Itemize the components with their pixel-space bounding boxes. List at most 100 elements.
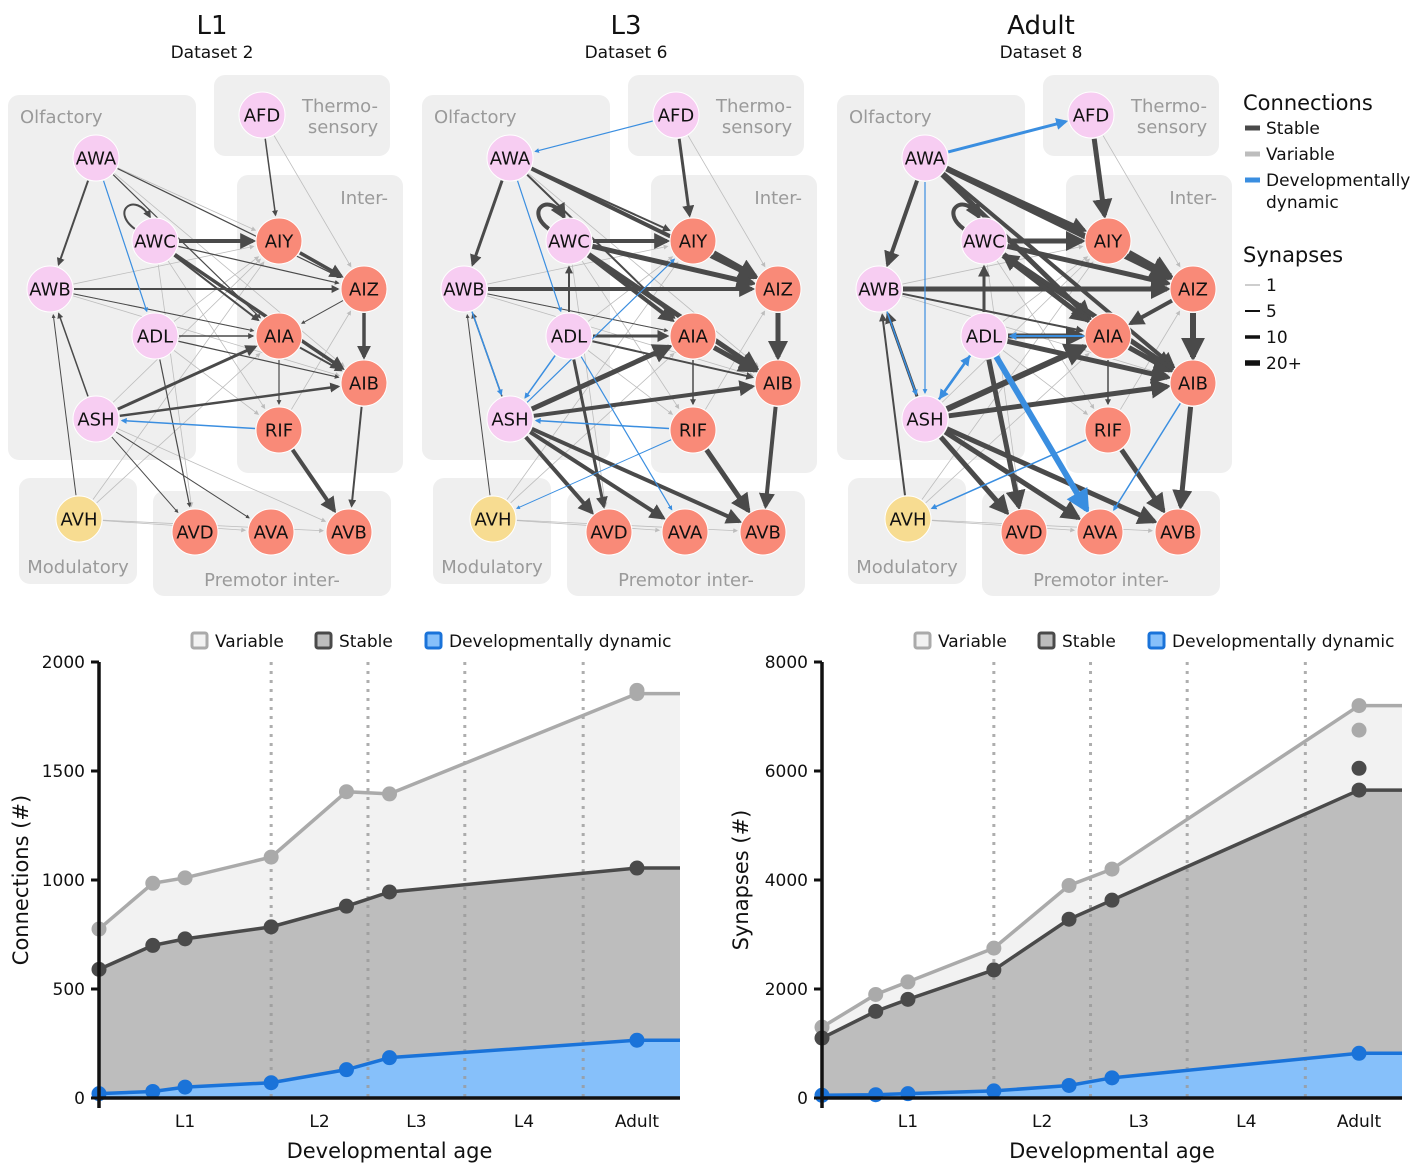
node-label-avh: AVH: [474, 510, 511, 531]
node-awb: [440, 265, 488, 313]
edge-awc-self-loop: [536, 201, 566, 231]
edge-avh-aia: [925, 352, 1090, 504]
edge-adl-ava: [993, 355, 1090, 514]
nodes: AFD AWA AWC AWB ADL ASH AVH AIY AIZ AIA AIB RIF AVD A…: [855, 91, 1217, 556]
y-tick-label: 2000: [42, 653, 85, 673]
node-awc: [545, 217, 593, 265]
node-label-rif: RIF: [1094, 421, 1122, 442]
point-developmentally-dynamic: [1061, 1077, 1077, 1093]
edge-awa-aiy: [531, 167, 671, 232]
node-label-avb: AVB: [331, 523, 367, 544]
node-label-aib: AIB: [1178, 374, 1208, 395]
x-tick-label: Adult: [1337, 1112, 1382, 1132]
node-ava: [247, 508, 295, 556]
node-label-afd: AFD: [658, 106, 695, 127]
panel-title: L3: [610, 11, 641, 41]
x-tick-label: L2: [1032, 1112, 1052, 1132]
x-tick-label: Adult: [615, 1112, 660, 1132]
y-tick-label: 4000: [765, 871, 808, 891]
y-tick-label: 6000: [765, 762, 808, 782]
edge-afd-aiy: [1091, 138, 1113, 220]
node-ava: [1076, 508, 1124, 556]
point-developmentally-dynamic: [382, 1050, 397, 1066]
edge-ash-ava: [943, 429, 1082, 521]
node-label-aiz: AIZ: [349, 280, 379, 301]
point-developmentally-dynamic: [338, 1062, 354, 1078]
node-aib: [754, 359, 802, 407]
point-developmentally-dynamic: [868, 1087, 884, 1103]
legend-label-variable: Variable: [938, 632, 1007, 652]
legend-swatch-variable: [913, 631, 932, 650]
point-stable: [986, 962, 1002, 978]
legend-syn-1: 1: [1266, 276, 1277, 296]
edge-ash-avb: [945, 426, 1158, 525]
node-label-awb: AWB: [443, 280, 484, 301]
edge-awb-ash: [886, 311, 918, 396]
x-tick-label: L4: [514, 1112, 534, 1132]
node-aia: [1084, 312, 1132, 360]
node-rif: [669, 406, 717, 454]
node-label-awc: AWC: [548, 232, 590, 253]
legend-swatch-stable: [1037, 631, 1056, 650]
edge-ash-aib: [948, 378, 1172, 419]
edge-ash-aia: [117, 345, 258, 411]
nodes: AFD AWA AWC AWB ADL ASH AVH AIY AIZ AIA AIB RIF AVD A…: [26, 91, 388, 556]
node-label-awa: AWA: [905, 149, 946, 170]
edge-ash-ava: [115, 431, 250, 519]
edge-aia-aib: [1127, 345, 1174, 373]
node-awb: [26, 265, 74, 313]
node-label-awc: AWC: [963, 232, 1005, 253]
point-variable: [986, 940, 1002, 956]
panel-title: Adult: [1007, 11, 1075, 41]
node-ash: [72, 395, 120, 443]
edge-aiz-aia: [301, 300, 344, 324]
edge-aib-ava: [1113, 402, 1181, 511]
modulatory-label: Modulatory: [441, 557, 543, 578]
edge-rif-avb: [704, 448, 751, 514]
node-label-awa: AWA: [76, 149, 117, 170]
edge-ash-awb: [57, 312, 89, 397]
point-variable: [868, 986, 884, 1002]
edge-ash-aib: [119, 382, 341, 418]
inter-label: Inter-: [754, 188, 802, 209]
point-stable: [1061, 911, 1077, 927]
thermo-label-2: sensory: [1137, 117, 1208, 138]
edge-aiz-aia: [1127, 298, 1173, 326]
edge-ash-aiy: [526, 258, 676, 403]
edge-awa-awb: [56, 180, 89, 266]
edge-awa-aiz: [530, 166, 758, 280]
premotor-label: Premotor inter-: [204, 570, 340, 591]
edge-afd-aiz: [273, 135, 352, 268]
adult-point-variable: [1351, 698, 1367, 714]
edge-aib-awc: [1002, 253, 1175, 372]
edge-awc-aiz: [591, 243, 757, 290]
edge-awb-aiy: [73, 244, 255, 285]
legend-swatch-developmentally-dynamic: [424, 631, 443, 650]
point-stable: [382, 884, 397, 900]
y-tick-label: 0: [74, 1089, 85, 1109]
edge-adl-ava: [580, 356, 673, 511]
node-aiz: [1169, 265, 1217, 313]
node-aib: [340, 359, 388, 407]
node-aia: [255, 312, 303, 360]
edge-avh-aia: [510, 352, 675, 504]
node-ash: [901, 395, 949, 443]
node-label-avd: AVD: [1005, 523, 1042, 544]
olfactory-box: [8, 95, 196, 460]
node-label-avd: AVD: [590, 523, 627, 544]
node-awc: [960, 217, 1008, 265]
edge-awa-afd: [947, 118, 1069, 154]
premotor-label: Premotor inter-: [618, 570, 754, 591]
node-label-ash: ASH: [77, 410, 114, 431]
node-afd: [1067, 91, 1115, 139]
adult-point-variable: [1351, 722, 1367, 738]
edge-awa-awb: [884, 179, 919, 268]
edge-adl-avd: [986, 359, 1026, 511]
edges: [879, 118, 1205, 533]
edge-awa-aib: [942, 171, 1176, 369]
edge-awa-awb: [470, 180, 504, 267]
thermo-label-1: Thermo-: [1130, 96, 1207, 117]
node-label-ava: AVA: [254, 523, 289, 544]
node-label-aia: AIA: [678, 327, 709, 348]
